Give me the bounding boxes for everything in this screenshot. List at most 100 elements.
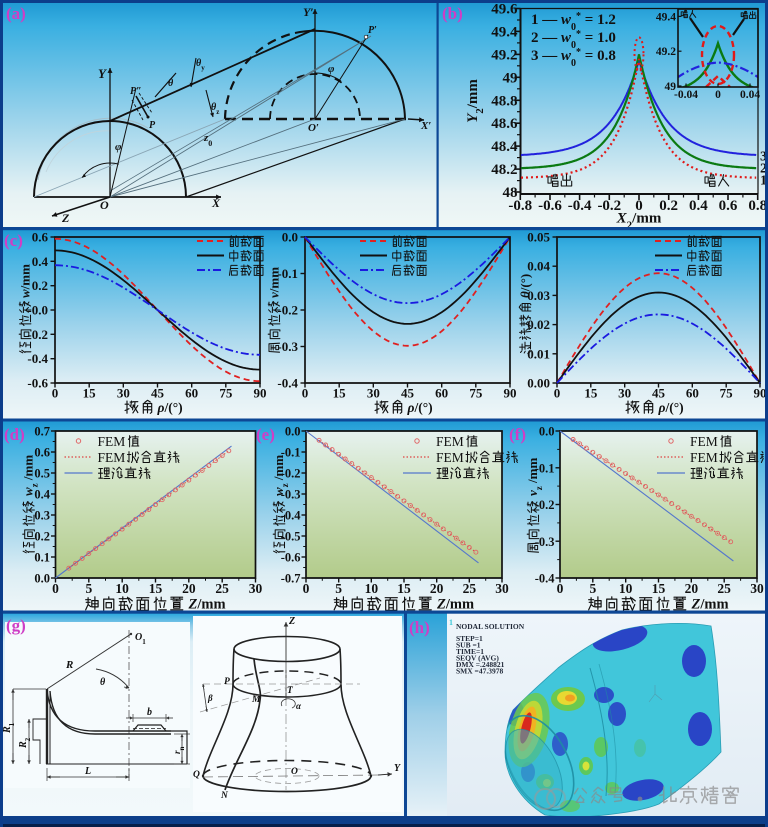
svg-text:(f): (f) [509, 425, 526, 444]
svg-text:X′: X′ [420, 120, 431, 132]
svg-text:X: X [211, 196, 221, 210]
svg-text:FEM: FEM [690, 434, 718, 449]
svg-text:φ: φ [328, 63, 335, 75]
svg-text:-0.04: -0.04 [674, 89, 698, 101]
svg-text:θ: θ [100, 677, 106, 688]
svg-text:48.2: 48.2 [491, 162, 517, 178]
svg-text:w/mm: w/mm [18, 264, 33, 298]
svg-text:vz /mm: vz /mm [525, 458, 544, 496]
svg-text:θy: θy [196, 58, 205, 72]
svg-text:θz: θz [211, 102, 219, 116]
svg-text:0: 0 [303, 581, 310, 596]
svg-text:60: 60 [686, 386, 699, 401]
svg-text:15: 15 [652, 581, 666, 596]
svg-text:20: 20 [685, 581, 699, 596]
svg-text:0.3: 0.3 [34, 509, 50, 523]
svg-text:-0.3: -0.3 [281, 488, 301, 502]
svg-text:75: 75 [219, 386, 233, 401]
svg-text:Y′: Y′ [303, 5, 314, 19]
svg-text:0.6: 0.6 [34, 446, 50, 460]
svg-text:-0.4: -0.4 [27, 351, 48, 366]
svg-text:49: 49 [503, 70, 518, 86]
svg-text:rn: rn [172, 746, 186, 754]
svg-text:O: O [100, 198, 109, 212]
svg-text:ρ/(°): ρ/(°) [658, 400, 684, 415]
svg-text:R: R [65, 659, 73, 671]
svg-text:0: 0 [557, 581, 564, 596]
svg-text:(h): (h) [409, 618, 430, 637]
svg-text:5: 5 [589, 581, 596, 596]
svg-text:48: 48 [503, 185, 518, 201]
svg-text:0.00: 0.00 [527, 376, 550, 391]
svg-text:2: 2 [760, 162, 767, 177]
svg-text:0.0: 0.0 [282, 230, 298, 245]
svg-text:M: M [251, 695, 261, 705]
svg-text:30: 30 [618, 386, 631, 401]
svg-text:48.8: 48.8 [491, 93, 517, 109]
svg-text:0.1: 0.1 [34, 551, 50, 565]
svg-text:49.2: 49.2 [656, 46, 676, 58]
svg-text:-0.4: -0.4 [281, 509, 302, 523]
svg-text:-0.1: -0.1 [281, 446, 301, 460]
svg-text:0.04: 0.04 [740, 89, 760, 101]
svg-text:Z: Z [61, 211, 70, 225]
svg-text:0.02: 0.02 [527, 317, 550, 332]
svg-text:-0.4: -0.4 [535, 572, 556, 586]
svg-text:15: 15 [83, 386, 97, 401]
svg-text:STEP=1: STEP=1 [456, 634, 483, 643]
svg-text:O1: O1 [135, 632, 146, 646]
svg-text:0.8: 0.8 [748, 198, 767, 214]
svg-text:SEQV (AVG): SEQV (AVG) [456, 654, 499, 663]
svg-text:-0.2: -0.2 [597, 198, 621, 214]
svg-text:10: 10 [365, 581, 379, 596]
svg-text:0.0: 0.0 [285, 425, 301, 439]
svg-text:0.05: 0.05 [527, 230, 550, 245]
svg-text:(d): (d) [4, 425, 25, 444]
svg-text:FEM: FEM [690, 450, 718, 465]
svg-text:25: 25 [717, 581, 731, 596]
svg-text:25: 25 [463, 581, 477, 596]
svg-text:R1: R1 [2, 722, 16, 734]
svg-text:-0.3: -0.3 [277, 339, 298, 354]
svg-text:Z/mm: Z/mm [188, 597, 226, 613]
svg-text:Q: Q [193, 770, 200, 780]
svg-text:SUB =1: SUB =1 [456, 641, 481, 650]
svg-text:49.4: 49.4 [491, 24, 518, 40]
svg-text:30: 30 [750, 581, 764, 596]
svg-text:75: 75 [720, 386, 734, 401]
svg-text:θ: θ [168, 78, 174, 89]
svg-text:-0.2: -0.2 [281, 467, 301, 481]
svg-text:SMX =47.3978: SMX =47.3978 [456, 667, 503, 676]
svg-text:Y: Y [394, 763, 401, 774]
svg-text:0.2: 0.2 [34, 530, 50, 544]
svg-text:30: 30 [495, 581, 509, 596]
svg-text:0.7: 0.7 [34, 425, 50, 439]
svg-text:49: 49 [665, 81, 677, 93]
svg-text:θ/(°): θ/(°) [518, 274, 533, 298]
svg-text:P″: P″ [130, 86, 142, 97]
svg-text:30: 30 [367, 386, 380, 401]
svg-text:49.2: 49.2 [491, 47, 517, 63]
svg-text:0: 0 [52, 386, 59, 401]
svg-text:FEM: FEM [98, 450, 126, 465]
svg-text:TIME=1: TIME=1 [456, 647, 484, 656]
svg-text:0.01: 0.01 [527, 346, 550, 361]
svg-text:P′: P′ [368, 25, 377, 36]
svg-text:48.4: 48.4 [491, 139, 518, 155]
svg-text:(a): (a) [6, 4, 26, 23]
svg-text:0: 0 [554, 386, 561, 401]
svg-text:-0.0: -0.0 [27, 303, 48, 318]
svg-text:(c): (c) [4, 231, 23, 250]
svg-text:0: 0 [302, 386, 309, 401]
svg-text:1: 1 [760, 174, 767, 189]
svg-text:(b): (b) [442, 4, 463, 23]
svg-text:v/mm: v/mm [267, 267, 282, 298]
svg-text:-0.5: -0.5 [281, 530, 301, 544]
svg-text:-0.2: -0.2 [277, 303, 298, 318]
svg-text:DMX =.248821: DMX =.248821 [456, 660, 505, 669]
svg-text:10: 10 [619, 581, 633, 596]
svg-text:3: 3 [760, 149, 767, 164]
svg-text:P: P [224, 677, 230, 687]
svg-text:-0.6: -0.6 [27, 376, 48, 391]
svg-text:O: O [291, 767, 298, 777]
